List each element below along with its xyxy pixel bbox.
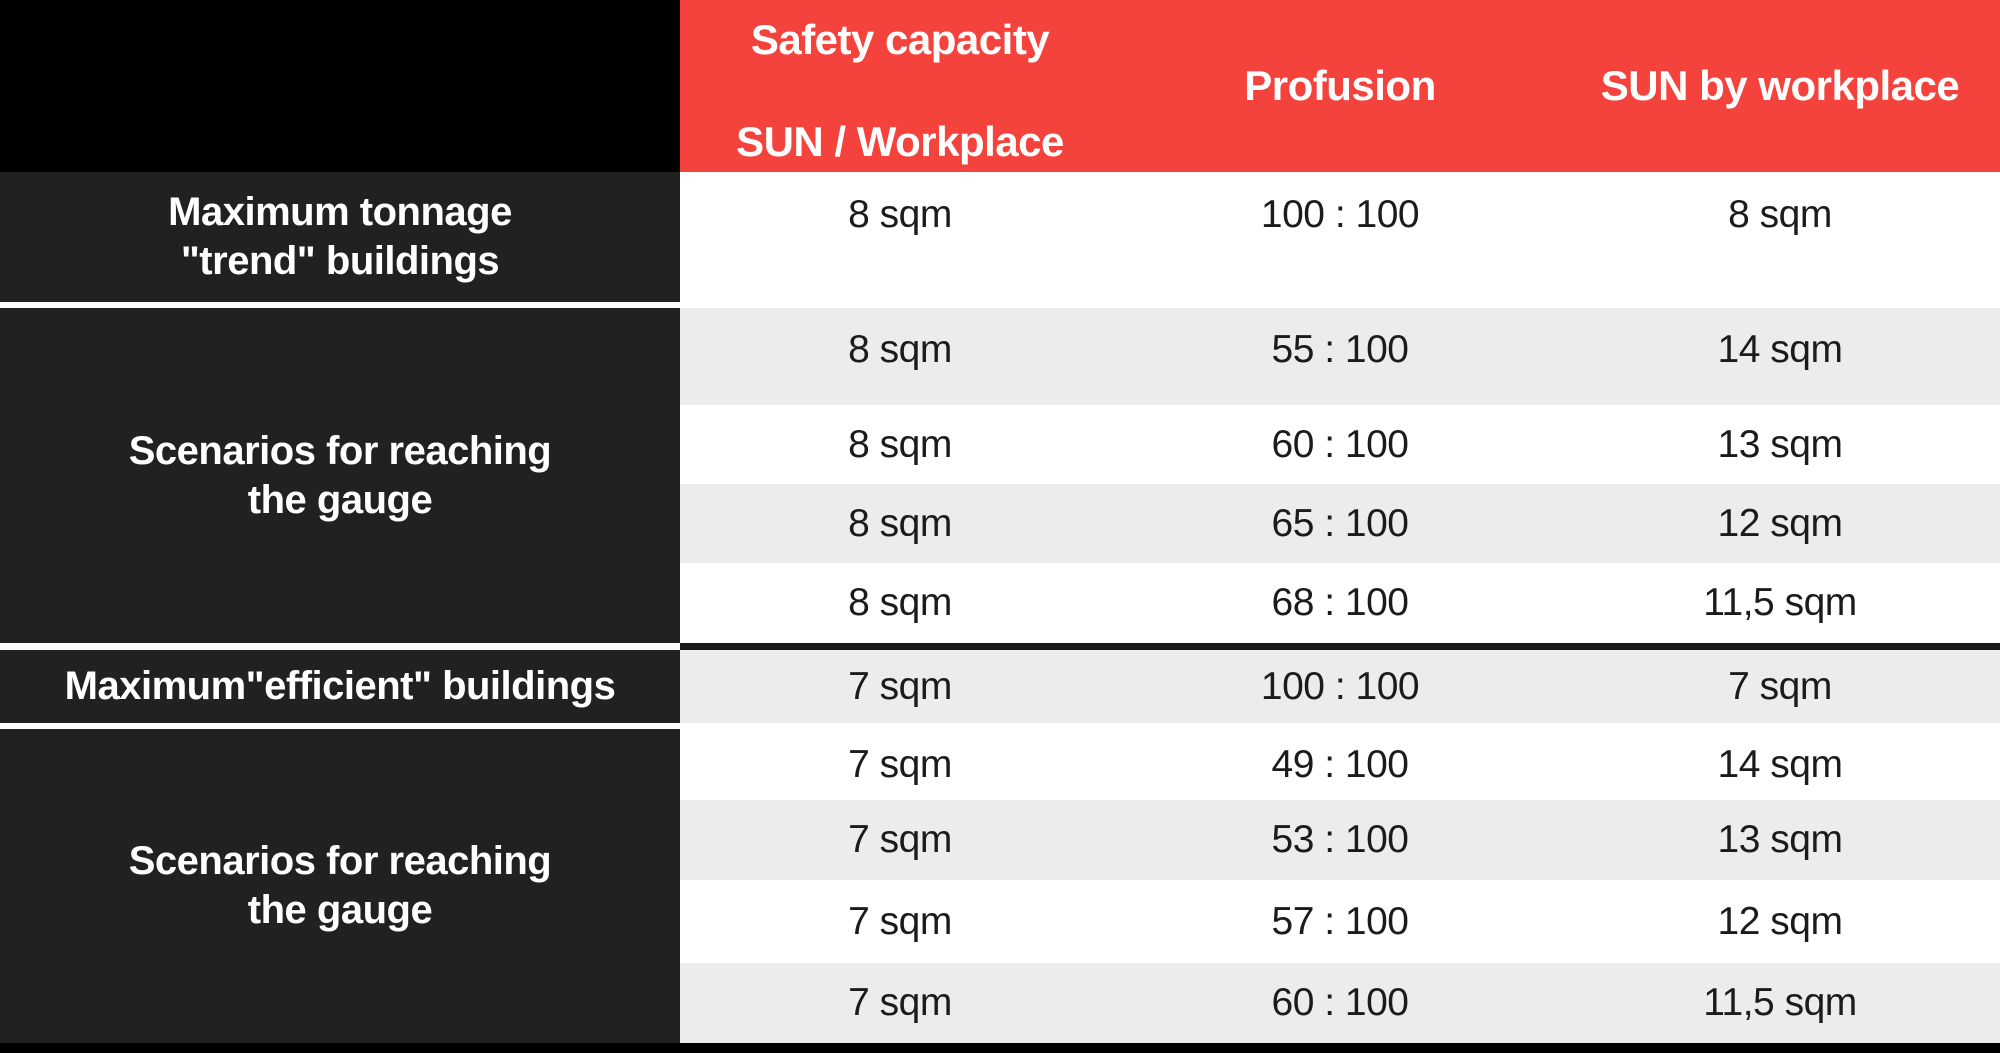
cell-efficient-s4-capacity: 7 sqm — [680, 963, 1120, 1043]
value: 7 sqm — [848, 742, 952, 786]
separator-line — [680, 723, 2000, 729]
cell-trend-s1-capacity: 8 sqm — [680, 308, 1120, 405]
row-label-scenarios-line2: the gauge — [247, 477, 433, 522]
cell-trend-max-sun: 8 sqm — [1560, 172, 2000, 302]
value: 55 : 100 — [1271, 327, 1409, 371]
value: 7 sqm — [848, 664, 952, 708]
cell-trend-s2-sun: 13 sqm — [1560, 405, 2000, 484]
cell-efficient-s1-profusion: 49 : 100 — [1120, 729, 1560, 800]
value: 8 sqm — [848, 193, 952, 236]
table-corner-cell — [0, 0, 680, 172]
value: 13 sqm — [1717, 818, 1843, 861]
cell-trend-max-profusion: 100 : 100 — [1120, 172, 1560, 302]
cell-efficient-s4-profusion: 60 : 100 — [1120, 963, 1560, 1043]
header-safety-capacity-line1: Safety capacity — [750, 16, 1050, 63]
value: 12 sqm — [1717, 501, 1843, 545]
header-profusion: Profusion — [1120, 0, 1560, 172]
value: 7 sqm — [848, 818, 952, 861]
header-safety-capacity: Safety capacity SUN / Workplace — [680, 0, 1120, 172]
separator-line — [0, 302, 680, 308]
value: 60 : 100 — [1271, 422, 1409, 466]
cell-efficient-max-capacity: 7 sqm — [680, 650, 1120, 723]
cell-efficient-max-profusion: 100 : 100 — [1120, 650, 1560, 723]
value: 11,5 sqm — [1703, 581, 1857, 624]
value: 7 sqm — [1728, 664, 1832, 708]
value: 49 : 100 — [1271, 742, 1409, 786]
cell-efficient-s1-capacity: 7 sqm — [680, 729, 1120, 800]
cell-trend-s3-profusion: 65 : 100 — [1120, 484, 1560, 563]
row-label-maximum-efficient-buildings: Maximum"efficient" buildings — [0, 650, 680, 723]
value: 7 sqm — [848, 899, 952, 943]
value: 57 : 100 — [1271, 899, 1409, 943]
cell-efficient-s2-capacity: 7 sqm — [680, 800, 1120, 880]
value: 8 sqm — [848, 581, 952, 624]
row-label-maximum-trend-line2: "trend" buildings — [180, 239, 500, 283]
cell-trend-s1-sun: 14 sqm — [1560, 308, 2000, 405]
row-label-maximum-efficient-line1: Maximum"efficient" buildings — [64, 664, 616, 709]
value: 8 sqm — [848, 327, 952, 371]
header-sun-by-workplace: SUN by workplace — [1560, 0, 2000, 172]
value: 14 sqm — [1717, 327, 1843, 371]
cell-efficient-s4-sun: 11,5 sqm — [1560, 963, 2000, 1043]
value: 53 : 100 — [1271, 818, 1409, 861]
header-profusion-label: Profusion — [1244, 62, 1436, 109]
row-label-scenarios-line1: Scenarios for reaching — [128, 839, 552, 884]
cell-trend-s4-sun: 11,5 sqm — [1560, 563, 2000, 643]
cell-efficient-s1-sun: 14 sqm — [1560, 729, 2000, 800]
separator-line — [0, 643, 680, 650]
cell-trend-s1-profusion: 55 : 100 — [1120, 308, 1560, 405]
row-label-scenarios-line1: Scenarios for reaching — [128, 428, 552, 473]
cell-efficient-s2-profusion: 53 : 100 — [1120, 800, 1560, 880]
value: 8 sqm — [848, 501, 952, 545]
header-sun-workplace-line2: SUN / Workplace — [736, 118, 1064, 165]
cell-efficient-s3-profusion: 57 : 100 — [1120, 880, 1560, 963]
row-label-scenarios-line2: the gauge — [247, 888, 433, 932]
value: 60 : 100 — [1271, 981, 1409, 1024]
value: 8 sqm — [1728, 193, 1832, 236]
separator-line — [0, 723, 680, 729]
cell-trend-s2-capacity: 8 sqm — [680, 405, 1120, 484]
row-label-scenarios-trend: Scenarios for reaching the gauge — [0, 308, 680, 643]
header-sun-by-workplace-label: SUN by workplace — [1600, 62, 1960, 109]
value: 68 : 100 — [1271, 581, 1409, 624]
cell-efficient-max-sun: 7 sqm — [1560, 650, 2000, 723]
value: 8 sqm — [848, 422, 952, 466]
value: 12 sqm — [1717, 899, 1843, 943]
section-divider-line — [680, 643, 2000, 650]
separator-line — [680, 302, 2000, 308]
cell-trend-s2-profusion: 60 : 100 — [1120, 405, 1560, 484]
row-label-maximum-trend-line1: Maximum tonnage — [168, 190, 512, 235]
value: 100 : 100 — [1260, 664, 1420, 708]
value: 100 : 100 — [1260, 193, 1420, 236]
row-label-scenarios-efficient: Scenarios for reaching the gauge — [0, 729, 680, 1043]
value: 11,5 sqm — [1703, 981, 1857, 1024]
cell-trend-max-capacity: 8 sqm — [680, 172, 1120, 302]
cell-trend-s3-sun: 12 sqm — [1560, 484, 2000, 563]
cell-trend-s4-capacity: 8 sqm — [680, 563, 1120, 643]
value: 14 sqm — [1717, 742, 1843, 786]
bottom-bar — [0, 1043, 2000, 1053]
cell-efficient-s2-sun: 13 sqm — [1560, 800, 2000, 880]
value: 13 sqm — [1717, 422, 1843, 466]
value: 65 : 100 — [1271, 501, 1409, 545]
cell-trend-s3-capacity: 8 sqm — [680, 484, 1120, 563]
cell-efficient-s3-capacity: 7 sqm — [680, 880, 1120, 963]
cell-trend-s4-profusion: 68 : 100 — [1120, 563, 1560, 643]
cell-efficient-s3-sun: 12 sqm — [1560, 880, 2000, 963]
value: 7 sqm — [848, 981, 952, 1024]
row-label-maximum-trend-buildings: Maximum tonnage "trend" buildings — [0, 172, 680, 302]
